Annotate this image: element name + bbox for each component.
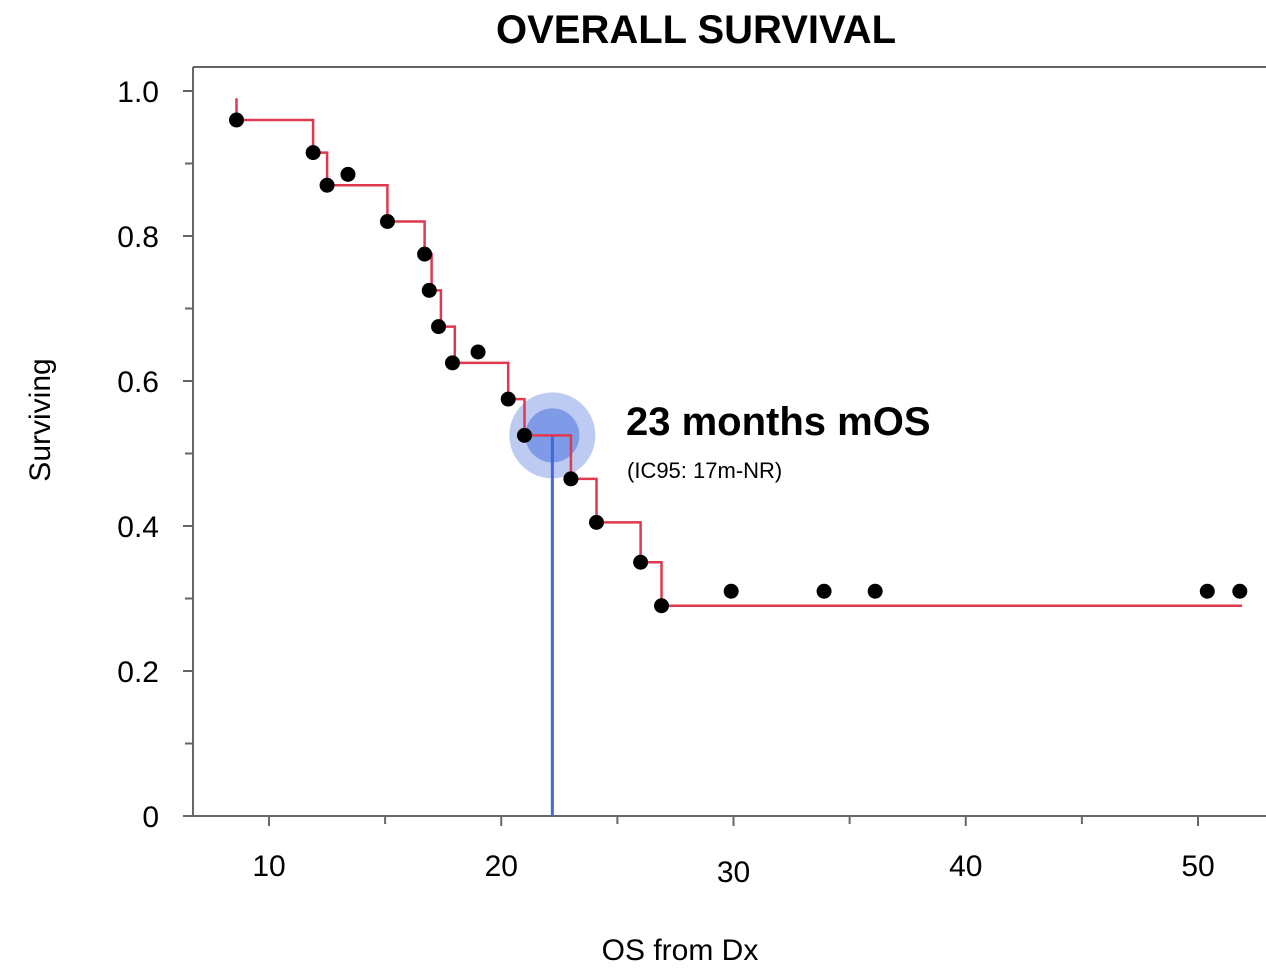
data-point: [816, 583, 832, 599]
data-point: [319, 177, 335, 193]
x-tick-label: 40: [949, 850, 982, 883]
data-point: [470, 344, 486, 360]
x-axis-label: OS from Dx: [602, 934, 759, 967]
data-point: [1232, 583, 1248, 599]
y-tick-label: 0.2: [117, 656, 159, 689]
data-point: [417, 246, 433, 262]
data-point: [305, 145, 321, 161]
data-point: [654, 598, 670, 614]
data-point: [431, 319, 447, 335]
x-tick-label: 20: [485, 850, 518, 883]
y-tick-label: 0.6: [117, 366, 159, 399]
median-marker-group: [509, 392, 596, 816]
median-annotation: 23 months mOS: [626, 400, 931, 444]
data-point: [563, 471, 579, 487]
y-tick-label: 0: [142, 801, 159, 834]
y-tick-label: 1.0: [117, 76, 159, 109]
data-point: [500, 391, 516, 407]
chart-title: OVERALL SURVIVAL: [496, 8, 896, 52]
data-point: [228, 112, 244, 128]
x-axis-ticks: 10 20 30 40 50: [252, 816, 1215, 889]
x-tick-label: 10: [252, 850, 285, 883]
data-point: [588, 514, 604, 530]
median-ci-annotation: (IC95: 17m-NR): [627, 458, 782, 483]
y-axis-ticks: 0 0.2 0.4 0.6 0.8 1.0: [117, 76, 193, 834]
data-point: [516, 427, 532, 443]
y-axis-label: Surviving: [24, 358, 57, 481]
data-point: [379, 214, 395, 229]
data-point: [444, 355, 460, 371]
x-tick-label: 50: [1181, 850, 1214, 883]
data-point: [633, 554, 649, 570]
survival-step-line: [235, 98, 1243, 608]
data-point: [421, 282, 437, 298]
y-tick-label: 0.4: [117, 511, 159, 544]
series-group: [228, 98, 1248, 614]
x-tick-label: 30: [717, 856, 750, 889]
data-point: [1199, 583, 1215, 599]
data-point: [340, 166, 356, 182]
data-point: [867, 583, 883, 599]
y-tick-label: 0.8: [117, 221, 159, 254]
data-point: [723, 583, 739, 599]
